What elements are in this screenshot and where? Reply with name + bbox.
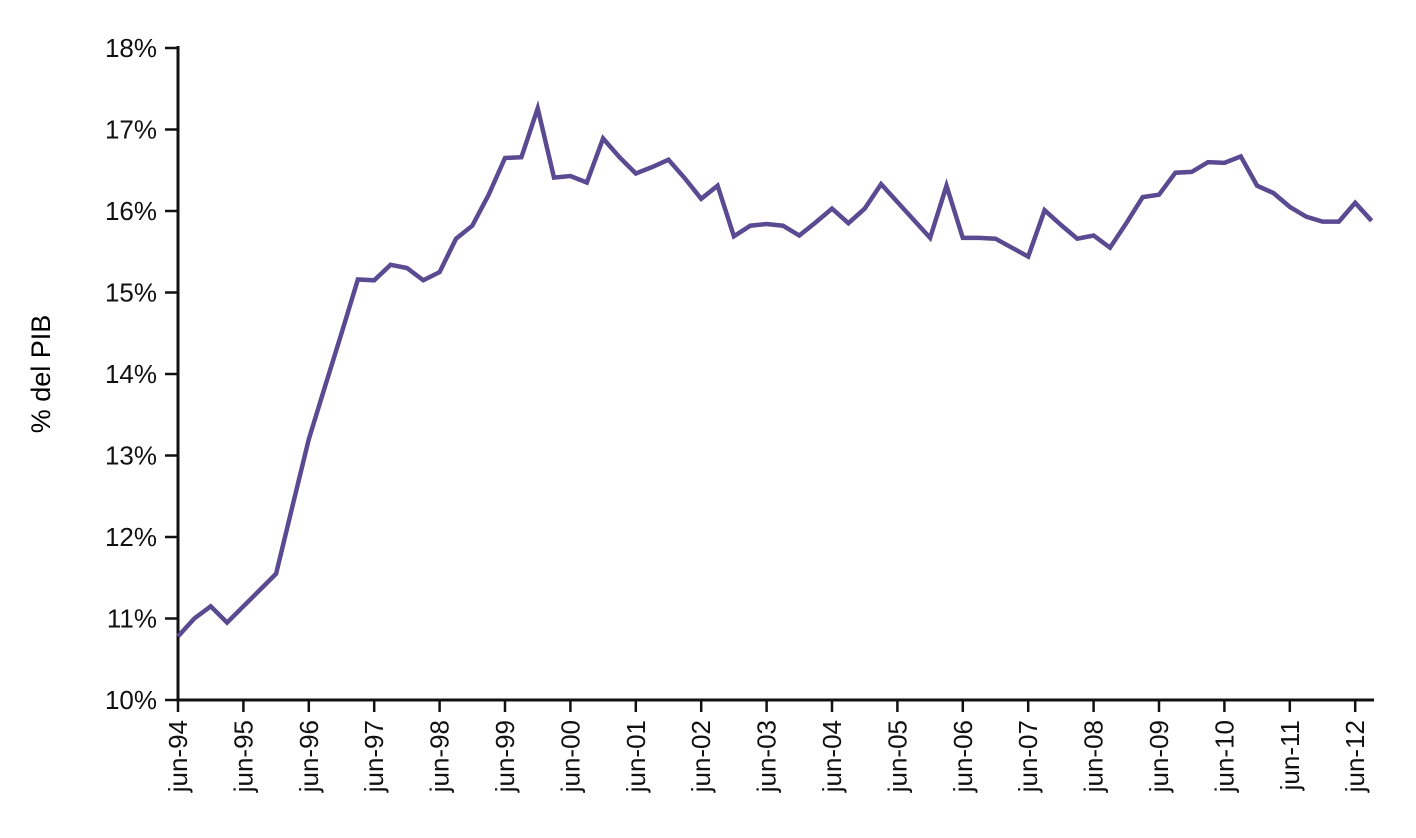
x-axis-tick-label: jun-11 [1275, 720, 1305, 791]
x-axis-tick-label: jun-01 [621, 720, 651, 793]
y-axis-tick-label: 12% [105, 522, 157, 552]
y-axis-tick-label: 17% [105, 115, 157, 145]
y-axis-tick-label: 14% [105, 359, 157, 389]
y-axis-tick-label: 10% [105, 685, 157, 715]
series-line [176, 100, 1374, 638]
x-axis-tick-label: jun-02 [686, 720, 716, 793]
x-axis-tick-label: jun-94 [163, 720, 193, 793]
y-axis-tick-label: 13% [105, 441, 157, 471]
x-axis-tick-label: jun-10 [1209, 720, 1239, 793]
x-axis-tick-label: jun-96 [294, 720, 324, 793]
x-axis-tick-label: jun-07 [1013, 720, 1043, 793]
x-axis-tick-label: jun-04 [817, 720, 847, 793]
x-axis-tick-label: jun-95 [228, 720, 258, 793]
x-axis-tick-label: jun-03 [752, 720, 782, 793]
x-axis-tick-label: jun-99 [490, 720, 520, 793]
x-axis-tick-label: jun-09 [1144, 720, 1174, 793]
x-axis-tick-label: jun-12 [1340, 720, 1370, 793]
x-axis-tick-label: jun-06 [948, 720, 978, 793]
x-axis-tick-label: jun-00 [555, 720, 585, 793]
x-axis-tick-label: jun-05 [882, 720, 912, 793]
y-axis-title: % del PIB [26, 315, 56, 434]
y-axis-tick-label: 18% [105, 33, 157, 63]
x-axis-tick-label: jun-98 [425, 720, 455, 793]
x-axis-tick-label: jun-97 [359, 720, 389, 793]
y-axis-tick-label: 11% [107, 604, 157, 634]
y-axis-tick-label: 16% [105, 196, 157, 226]
x-axis-tick-label: jun-08 [1079, 720, 1109, 793]
y-axis-tick-label: 15% [105, 278, 157, 308]
